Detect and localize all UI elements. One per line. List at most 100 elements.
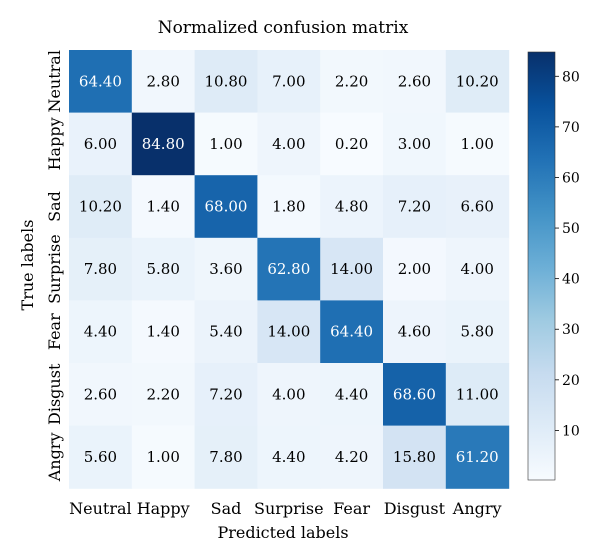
heatmap-cell: [383, 300, 447, 364]
heatmap-cell: [320, 112, 384, 176]
cell-value-label: 4.00: [460, 260, 493, 278]
heatmap-cell: [131, 175, 196, 239]
cell-value-label: 2.20: [335, 72, 368, 90]
x-tick-label: Disgust: [384, 499, 446, 518]
cell-value-label: 0.20: [335, 135, 368, 153]
cell-value-label: 5.80: [146, 260, 179, 278]
x-tick-label: Fear: [333, 499, 370, 518]
heatmap-cell: [445, 175, 510, 239]
y-tick-label: Sad: [45, 191, 64, 222]
heatmap-cell: [131, 425, 196, 489]
heatmap-cell: [194, 175, 258, 239]
heatmap-cell: [257, 175, 321, 239]
cell-value-label: 14.00: [267, 323, 310, 341]
heatmap-cell: [445, 300, 510, 364]
heatmap-cell: [69, 50, 133, 114]
heatmap-cell: [320, 237, 384, 301]
y-tick-label: Happy: [45, 117, 64, 170]
heatmap-cell: [257, 363, 321, 427]
heatmap-cell: [320, 175, 384, 239]
cell-value-label: 3.00: [398, 135, 431, 153]
x-tick-label: Angry: [452, 499, 502, 518]
colorbar-tick-label: 60: [562, 170, 580, 186]
heatmap-cell: [257, 237, 321, 301]
y-tick-label: Fear: [45, 313, 64, 350]
colorbar-tick-label: 20: [562, 373, 580, 389]
cell-value-label: 2.80: [146, 72, 179, 90]
colorbar-tick-label: 40: [562, 272, 580, 288]
cell-value-label: 5.60: [84, 448, 117, 466]
colorbar-tick-label: 50: [562, 221, 580, 237]
cell-value-label: 6.00: [84, 135, 117, 153]
cell-value-label: 62.80: [267, 260, 310, 278]
colorbar-tick-label: 80: [562, 69, 580, 85]
cell-value-label: 2.00: [398, 260, 431, 278]
heatmap-cell: [69, 300, 133, 364]
y-tick-labels: Neutral Happy Sad Surprise Fear Disgust Angry: [45, 50, 64, 482]
x-tick-label: Happy: [137, 499, 190, 518]
heatmap-cell: [194, 425, 258, 489]
y-tick-label: Angry: [45, 433, 64, 483]
colorbar-tick-label: 10: [562, 423, 580, 439]
cell-value-label: 61.20: [456, 448, 499, 466]
cell-value-label: 10.80: [205, 72, 248, 90]
heatmap-cell: [445, 363, 510, 427]
colorbar-tick-label: 70: [562, 120, 580, 136]
cell-value-label: 4.40: [84, 323, 117, 341]
cell-value-label: 64.40: [79, 72, 122, 90]
cell-value-label: 4.00: [272, 135, 305, 153]
cell-value-label: 7.80: [84, 260, 117, 278]
heatmap-cell: [194, 112, 258, 176]
heatmap-cell: [257, 300, 321, 364]
heatmap-cell: [445, 425, 510, 489]
heatmap-cell: [194, 237, 258, 301]
cell-value-label: 4.40: [272, 448, 305, 466]
heatmap-cell: [69, 425, 133, 489]
cell-value-label: 1.00: [209, 135, 242, 153]
cell-value-label: 7.20: [398, 198, 431, 216]
heatmap-cell: [257, 425, 321, 489]
cell-value-label: 4.40: [335, 385, 368, 403]
heatmap-cell: [320, 300, 384, 364]
cell-value-label: 14.00: [330, 260, 373, 278]
heatmap-cells: 64.40 2.80 10.80 7.00 2.20 2.60 10.20 6.00 84.80…: [69, 50, 510, 489]
cell-value-label: 7.80: [209, 448, 242, 466]
heatmap-cell: [383, 237, 447, 301]
cell-value-label: 5.40: [209, 323, 242, 341]
x-axis-label: Predicted labels: [217, 523, 348, 542]
cell-value-label: 4.60: [398, 323, 431, 341]
heatmap-cell: [383, 50, 447, 114]
y-axis-label: True labels: [18, 220, 37, 311]
heatmap-cell: [320, 50, 384, 114]
x-tick-label: Sad: [211, 499, 242, 518]
cell-value-label: 84.80: [142, 135, 185, 153]
heatmap-cell: [445, 50, 510, 114]
cell-value-label: 4.80: [335, 198, 368, 216]
heatmap-cell: [383, 112, 447, 176]
cell-value-label: 15.80: [393, 448, 436, 466]
cell-value-label: 10.20: [79, 198, 122, 216]
y-tick-label: Surprise: [45, 234, 64, 304]
heatmap-cell: [131, 50, 196, 114]
heatmap-cell: [194, 300, 258, 364]
cell-value-label: 10.20: [456, 72, 499, 90]
cell-value-label: 2.20: [146, 385, 179, 403]
cell-value-label: 68.60: [393, 385, 436, 403]
cell-value-label: 3.60: [209, 260, 242, 278]
y-tick-label: Neutral: [45, 50, 64, 113]
cell-value-label: 2.60: [398, 72, 431, 90]
heatmap-cell: [383, 425, 447, 489]
heatmap-cell: [194, 363, 258, 427]
cell-value-label: 1.40: [146, 323, 179, 341]
heatmap-cell: [320, 425, 384, 489]
heatmap-cell: [194, 50, 258, 114]
cell-value-label: 64.40: [330, 323, 373, 341]
colorbar: 10 20 30 40 50 60 70 80: [527, 51, 580, 481]
heatmap-cell: [131, 237, 196, 301]
heatmap-cell: [131, 300, 196, 364]
x-tick-label: Surprise: [254, 499, 324, 518]
colorbar-tick-label: 30: [562, 322, 580, 338]
heatmap-cell: [69, 112, 133, 176]
heatmap-cell: [445, 237, 510, 301]
